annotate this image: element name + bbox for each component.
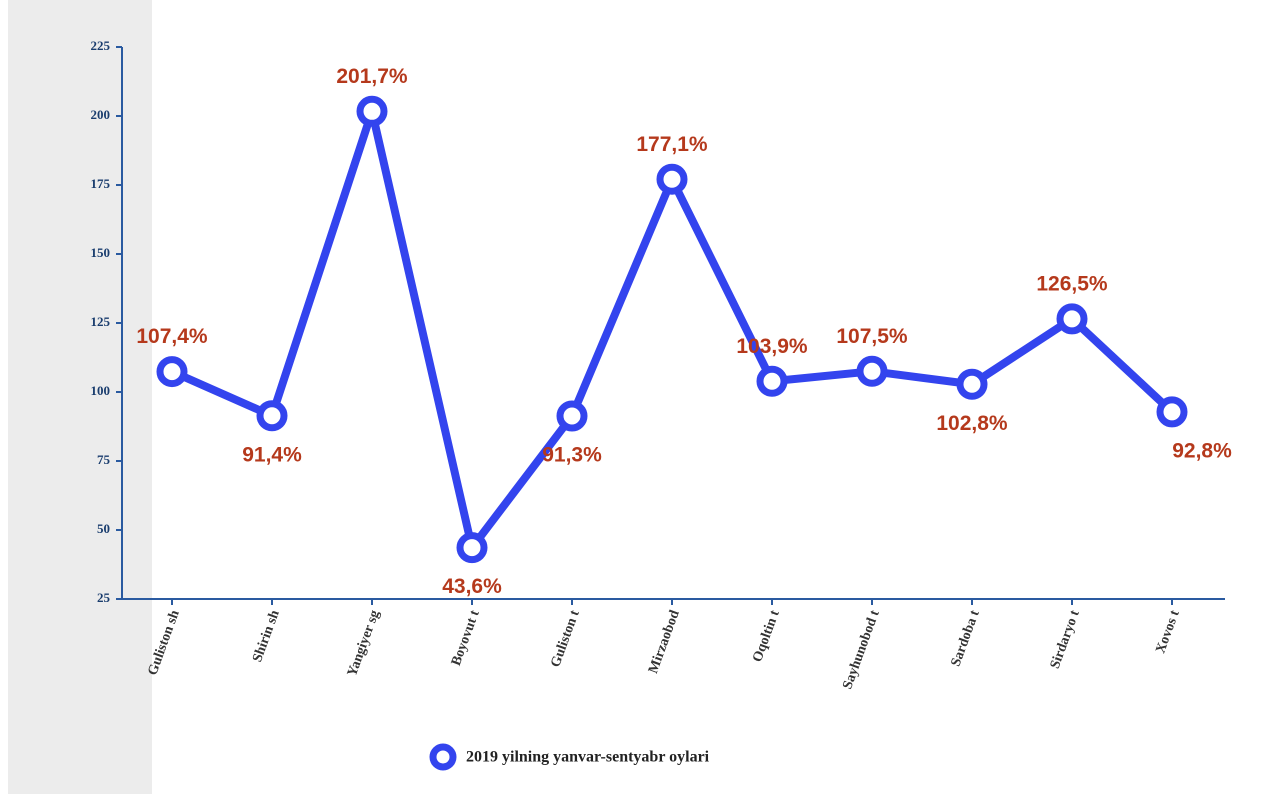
x-tick-label: Sardoba t <box>949 608 983 669</box>
point <box>656 163 688 195</box>
data-label: 91,4% <box>242 443 302 466</box>
y-tick-label: 200 <box>91 107 111 122</box>
y-tick-label: 25 <box>97 590 111 605</box>
y-tick-label: 75 <box>97 452 111 467</box>
y-tick-label: 225 <box>91 38 111 53</box>
y-tick-label: 100 <box>91 383 111 398</box>
point <box>556 400 588 432</box>
point <box>356 95 388 127</box>
x-tick-label: Guliston t <box>548 608 583 669</box>
data-label: 126,5% <box>1036 272 1108 295</box>
point <box>456 532 488 564</box>
x-tick-label: Yangiyer sg <box>345 608 383 678</box>
x-tick-label: Sayhunobod t <box>840 608 883 691</box>
x-tick-label: Boyovut t <box>449 608 483 668</box>
point <box>856 355 888 387</box>
data-label: 102,8% <box>936 412 1008 435</box>
y-tick-label: 125 <box>91 314 111 329</box>
data-label: 107,4% <box>136 325 208 348</box>
data-label: 43,6% <box>442 575 502 598</box>
data-label: 91,3% <box>542 444 602 467</box>
point <box>756 365 788 397</box>
data-label: 92,8% <box>1172 439 1232 462</box>
side-strip <box>0 0 152 794</box>
x-tick-label: Sirdaryo t <box>1048 608 1083 671</box>
y-tick-label: 50 <box>97 521 110 536</box>
point <box>256 400 288 432</box>
point <box>956 368 988 400</box>
point <box>1156 396 1188 428</box>
data-label: 177,1% <box>636 133 708 156</box>
side-edge <box>0 0 8 794</box>
data-label: 103,9% <box>736 335 808 358</box>
x-tick-label: Oqoltin t <box>750 608 783 664</box>
x-tick-label: Shirin sh <box>250 608 283 664</box>
x-tick-label: Mirzaobod <box>646 608 683 675</box>
point <box>156 356 188 388</box>
data-label: 201,7% <box>336 65 408 88</box>
point <box>1056 303 1088 335</box>
y-tick-label: 150 <box>91 245 111 260</box>
y-tick-label: 175 <box>91 176 111 191</box>
x-tick-label: Xovos t <box>1153 608 1183 655</box>
legend-marker <box>429 743 457 771</box>
legend-label: 2019 yilning yanvar-sentyabr oylari <box>466 749 710 766</box>
data-label: 107,5% <box>836 325 908 348</box>
